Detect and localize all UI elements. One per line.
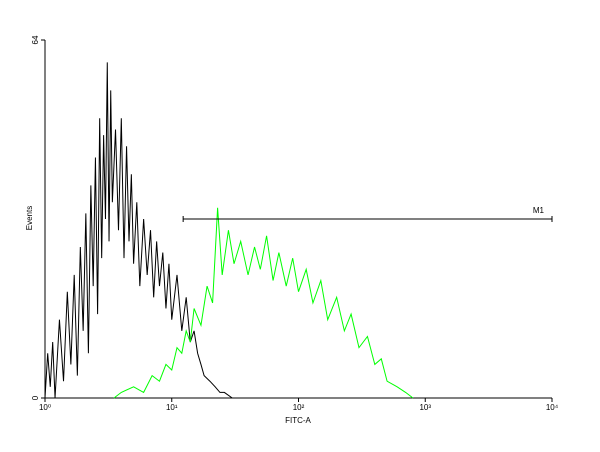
x-tick-label: 10⁴ <box>546 403 559 412</box>
gate-label: M1 <box>533 206 545 215</box>
x-tick-label: 10² <box>293 403 305 412</box>
x-tick-label: 10¹ <box>166 403 178 412</box>
y-axis-label: Events <box>25 206 34 230</box>
y-tick-label: 0 <box>31 395 40 400</box>
x-axis-label: FITC-A <box>285 416 311 425</box>
histogram-line <box>44 62 233 399</box>
y-tick-label: 64 <box>31 35 40 44</box>
histogram-line <box>113 207 414 399</box>
x-tick-label: 10⁰ <box>39 403 51 412</box>
x-tick-label: 10³ <box>419 403 431 412</box>
